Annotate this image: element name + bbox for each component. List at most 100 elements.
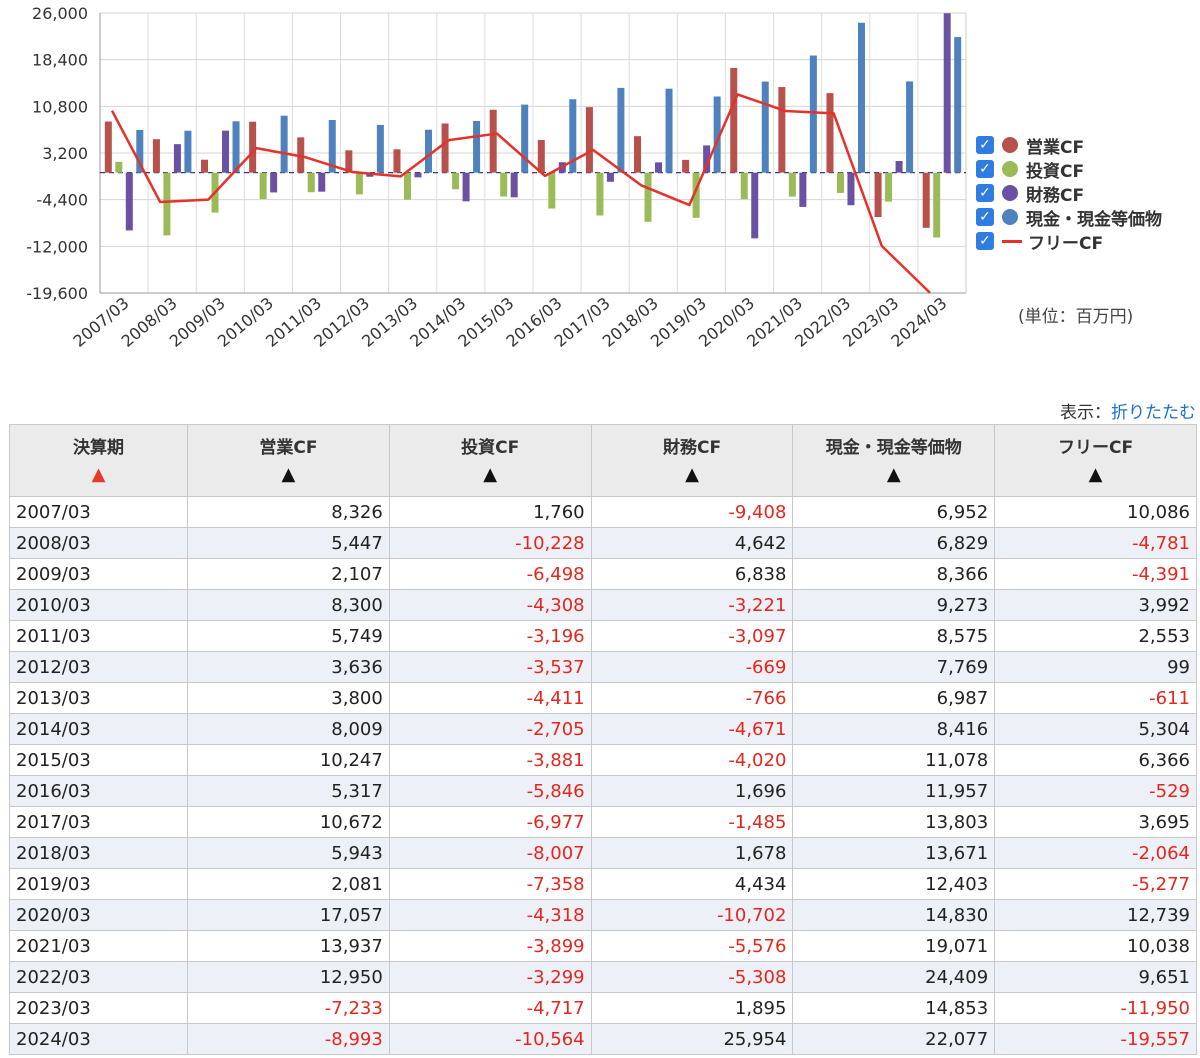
bar-4-2017/03 [617,87,625,173]
checkbox-icon[interactable]: ✓ [976,184,994,202]
sort-arrow-icon[interactable]: ▲ [281,464,296,485]
bar-3-2020/03 [751,172,759,239]
value-cell: 8,009 [187,713,390,745]
bar-3-2017/03 [606,172,614,182]
value-cell: 5,317 [187,775,390,807]
table-row: 2018/03 5,943 -8,007 1,678 13,671 -2,064 [8,837,1197,869]
value-cell: 19,071 [792,930,996,962]
bar-4-2007/03 [136,129,144,173]
column-header[interactable]: 営業CF ▲ [187,424,390,497]
period-cell: 2012/03 [8,651,189,683]
bar-4-2019/03 [713,96,721,173]
cash-flow-table: 決算期 ▲ 営業CF ▲ 投資CF ▲ 財務CF ▲ 現金・現金等価物 ▲ フリーCF ▲ 2007/… [8,424,1197,1055]
legend-swatch [1002,137,1018,153]
bar-2-2007/03 [115,161,123,173]
value-cell: -4,411 [388,682,592,714]
value-cell: -4,717 [388,992,592,1024]
bar-2-2010/03 [259,172,267,200]
value-cell: 13,671 [792,837,996,869]
unit-label: (単位：百万円) [1018,307,1134,327]
legend-item[interactable]: ✓ フリーCF [976,229,1162,254]
value-cell: 2,081 [187,868,390,900]
y-tick-label: 26,000 [32,4,88,23]
value-cell: -19,557 [994,1023,1197,1055]
collapse-link[interactable]: 折りたたむ [1111,403,1196,423]
value-cell: -4,020 [590,744,794,776]
sort-arrow-icon[interactable]: ▲ [1088,464,1103,485]
sort-arrow-icon[interactable]: ▲ [886,464,901,485]
column-header[interactable]: 現金・現金等価物 ▲ [792,424,996,497]
sort-arrow-icon[interactable]: ▲ [685,464,699,485]
value-cell: -3,537 [388,651,592,683]
table-row: 2021/03 13,937 -3,899 -5,576 19,071 10,038 [8,930,1197,962]
bar-1-2022/03 [826,93,834,173]
column-header-label: 営業CF [259,438,318,458]
table-row: 2019/03 2,081 -7,358 4,434 12,403 -5,277 [8,868,1197,900]
column-header-label: 決算期 [73,438,125,458]
value-cell: -4,781 [994,527,1197,559]
value-cell: 5,943 [187,837,390,869]
value-cell: 25,954 [590,1023,794,1055]
sort-arrow-icon[interactable]: ▲ [91,464,106,485]
value-cell: -5,576 [590,930,794,962]
period-cell: 2009/03 [8,558,189,590]
y-tick-label: 3,200 [42,144,88,163]
legend-swatch [1002,209,1018,225]
table-row: 2012/03 3,636 -3,537 -669 7,769 99 [8,651,1197,683]
bar-2-2015/03 [500,172,508,197]
value-cell: -4,318 [388,899,592,931]
bar-1-2008/03 [152,139,160,173]
checkbox-icon[interactable]: ✓ [976,208,994,226]
bar-2-2008/03 [163,172,171,236]
value-cell: -5,277 [994,868,1197,900]
column-header[interactable]: 投資CF ▲ [388,424,592,497]
checkbox-icon[interactable]: ✓ [976,232,994,250]
bar-2-2016/03 [548,172,556,209]
column-header-label: フリーCF [1058,438,1134,458]
value-cell: 8,326 [187,496,390,528]
table-row: 2014/03 8,009 -2,705 -4,671 8,416 5,304 [8,713,1197,745]
bar-4-2018/03 [665,88,673,173]
bar-2-2023/03 [885,172,893,202]
value-cell: 1,696 [590,775,794,807]
legend-swatch [1002,185,1018,201]
period-cell: 2010/03 [8,589,189,621]
column-header[interactable]: 決算期 ▲ [8,424,189,497]
column-header[interactable]: 財務CF ▲ [590,424,794,497]
checkbox-icon[interactable]: ✓ [976,136,994,154]
value-cell: 17,057 [187,899,390,931]
legend-item[interactable]: ✓ 営業CF [976,133,1162,158]
value-cell: 13,937 [187,930,390,962]
value-cell: 14,830 [792,899,996,931]
bar-1-2023/03 [874,172,882,218]
bar-3-2013/03 [414,172,422,178]
display-toggle: 表示：折りたたむ [1060,398,1196,423]
value-cell: 10,247 [187,744,390,776]
bar-4-2011/03 [328,119,336,173]
value-cell: 9,651 [994,961,1197,993]
period-cell: 2021/03 [8,930,189,962]
period-cell: 2019/03 [8,868,189,900]
bar-4-2015/03 [521,104,529,173]
value-cell: -7,358 [388,868,592,900]
value-cell: 14,853 [792,992,996,1024]
sort-arrow-icon[interactable]: ▲ [483,464,498,485]
value-cell: -2,064 [994,837,1197,869]
legend-label: 現金・現金等価物 [1026,209,1162,230]
value-cell: 24,409 [792,961,996,993]
legend-item[interactable]: ✓ 現金・現金等価物 [976,205,1162,230]
bar-1-2012/03 [345,150,353,173]
value-cell: 13,803 [792,806,996,838]
legend-item[interactable]: ✓ 財務CF [976,181,1162,206]
table-row: 2009/03 2,107 -6,498 6,838 8,366 -4,391 [8,558,1197,590]
legend-item[interactable]: ✓ 投資CF [976,157,1162,182]
column-header[interactable]: フリーCF ▲ [994,424,1197,497]
table-row: 2011/03 5,749 -3,196 -3,097 8,575 2,553 [8,620,1197,652]
bar-1-2021/03 [778,87,786,173]
legend-swatch [1002,239,1022,243]
checkbox-icon[interactable]: ✓ [976,160,994,178]
bar-3-2022/03 [847,172,855,206]
value-cell: 9,273 [792,589,996,621]
free-cf-line [110,93,931,294]
y-tick-label: -19,600 [26,284,88,303]
